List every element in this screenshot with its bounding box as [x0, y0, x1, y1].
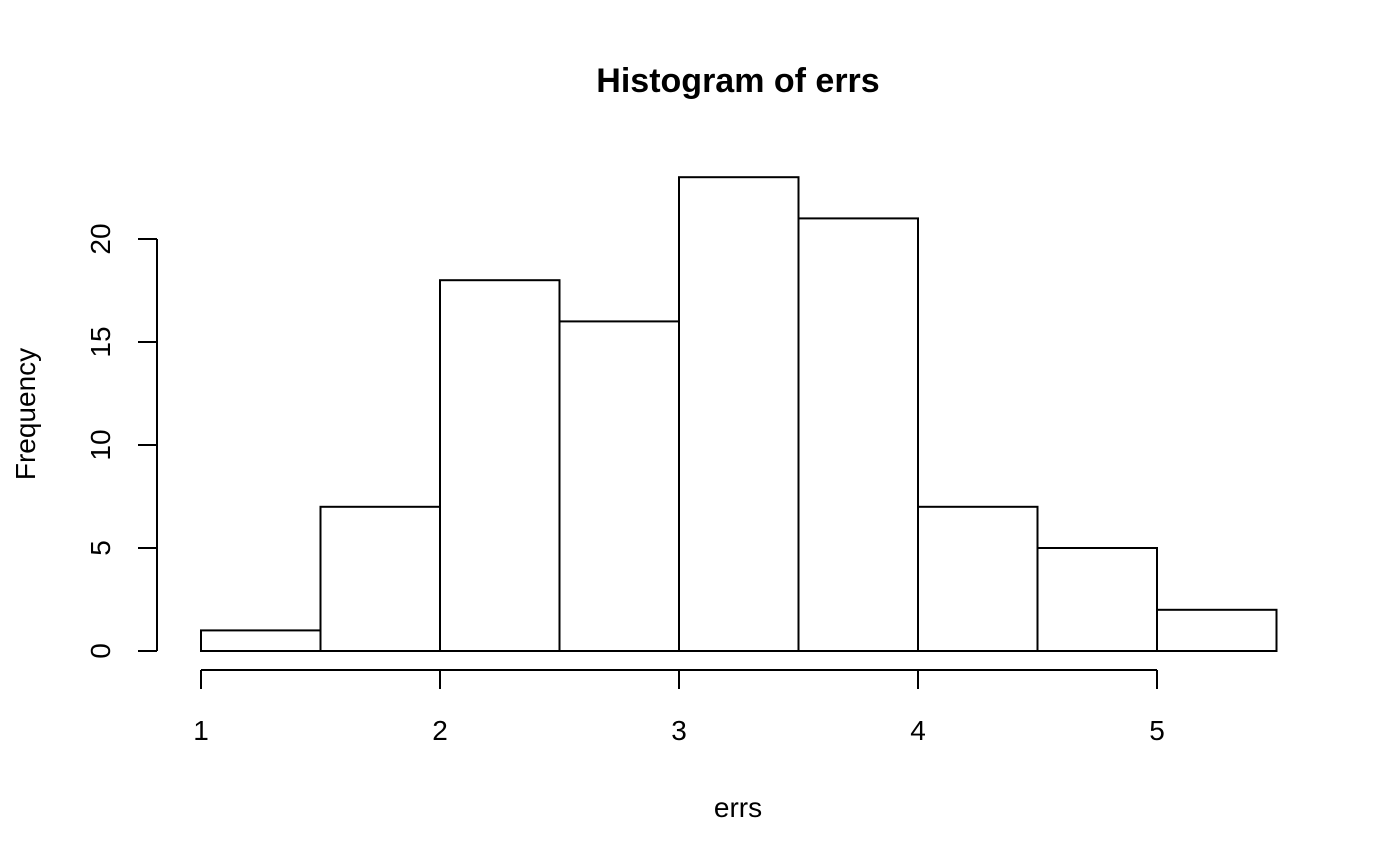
histogram-bar [797, 217, 919, 652]
x-tick-label: 5 [1149, 715, 1165, 746]
y-tick-label: 15 [85, 326, 116, 357]
histogram-bar [558, 320, 680, 652]
chart-title: Histogram of errs [596, 62, 879, 100]
y-tick-label: 20 [85, 223, 116, 254]
y-axis: 0 5 10 15 20 [85, 223, 158, 659]
histogram-bar [319, 505, 441, 652]
x-tick-label: 1 [193, 715, 209, 746]
bars-group [200, 176, 1278, 653]
histogram-bar [1156, 608, 1278, 652]
x-tick-label: 3 [671, 715, 687, 746]
histogram-bar [200, 629, 322, 653]
y-tick-label: 5 [85, 540, 116, 556]
x-axis-title: errs [714, 792, 762, 823]
x-axis: 1 2 3 4 5 [193, 669, 1165, 746]
x-tick-label: 2 [432, 715, 448, 746]
histogram-bar [439, 279, 561, 652]
y-axis-title: Frequency [10, 348, 41, 480]
y-tick-label: 0 [85, 643, 116, 659]
histogram-bar [678, 176, 800, 652]
histogram-bar [917, 505, 1039, 652]
y-tick-label: 10 [85, 429, 116, 460]
x-tick-label: 4 [910, 715, 926, 746]
histogram-bar [1036, 547, 1158, 652]
